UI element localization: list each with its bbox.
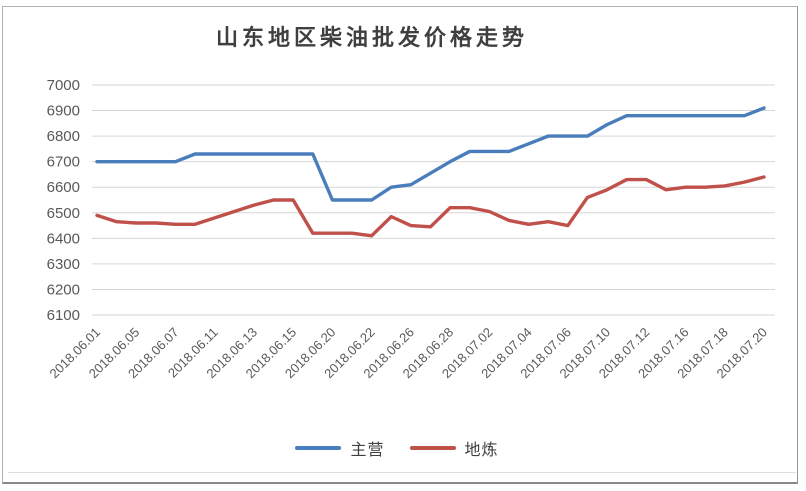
legend-label-main: 主营 <box>350 442 385 459</box>
y-tick-label: 6700 <box>47 154 80 171</box>
y-tick-label: 6500 <box>47 205 80 222</box>
series-line-main <box>95 106 766 202</box>
legend-line-swatch-main <box>295 446 342 450</box>
y-tick-label: 6900 <box>47 103 80 120</box>
y-tick-label: 6800 <box>47 128 80 145</box>
chart-title: 山东地区柴油批发价格走势 <box>215 25 528 50</box>
series-line-local <box>95 175 766 238</box>
chart-outer-border <box>2 6 798 484</box>
y-tick-label: 6400 <box>47 230 80 247</box>
legend: 主营 地炼 <box>0 437 794 459</box>
legend-label-local: 地炼 <box>464 442 499 459</box>
y-tick-label: 6200 <box>47 281 80 298</box>
y-tick-label: 6100 <box>47 307 80 324</box>
chart-bottom-divider <box>8 472 796 473</box>
y-tick-label: 7000 <box>47 77 80 94</box>
legend-line-swatch-local <box>409 446 456 450</box>
y-tick-label: 6300 <box>47 256 80 273</box>
y-tick-label: 6600 <box>47 179 80 196</box>
